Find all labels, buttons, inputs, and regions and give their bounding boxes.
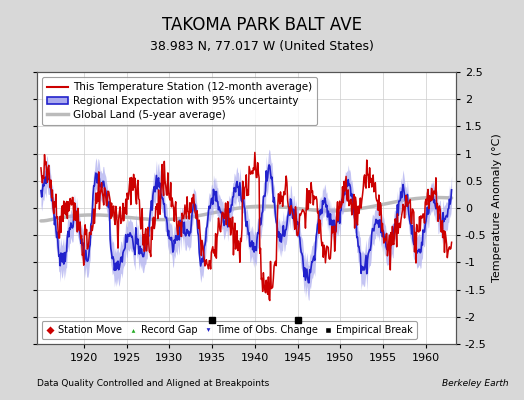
Legend: Station Move, Record Gap, Time of Obs. Change, Empirical Break: Station Move, Record Gap, Time of Obs. C… <box>41 321 417 339</box>
Text: Data Quality Controlled and Aligned at Breakpoints: Data Quality Controlled and Aligned at B… <box>37 379 269 388</box>
Text: Berkeley Earth: Berkeley Earth <box>442 379 508 388</box>
Text: 38.983 N, 77.017 W (United States): 38.983 N, 77.017 W (United States) <box>150 40 374 53</box>
Y-axis label: Temperature Anomaly (°C): Temperature Anomaly (°C) <box>492 134 502 282</box>
Text: TAKOMA PARK BALT AVE: TAKOMA PARK BALT AVE <box>162 16 362 34</box>
